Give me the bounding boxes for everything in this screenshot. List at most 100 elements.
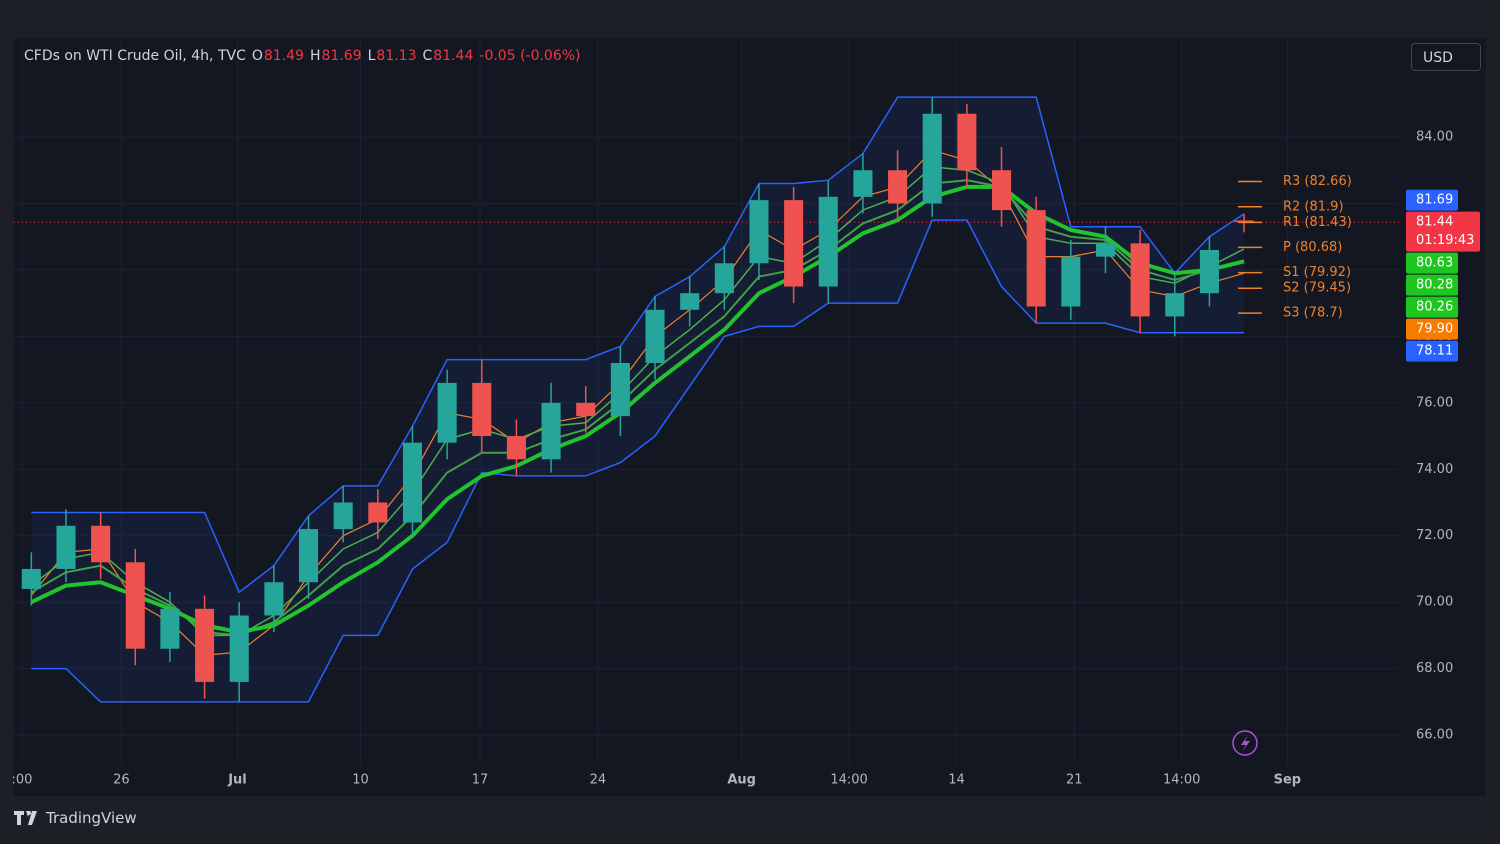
candle-body — [1026, 210, 1046, 307]
candle-body — [749, 200, 769, 264]
candle-body — [368, 502, 388, 523]
x-tick-label: 14 — [948, 773, 965, 788]
candle-body — [56, 525, 76, 569]
price-badge-label: 79.90 — [1416, 322, 1453, 337]
pivot-label: R3 (82.66) — [1283, 174, 1352, 189]
ohlc-value: 81.69 — [321, 48, 362, 64]
candle-body — [1130, 243, 1150, 317]
candle-body — [541, 402, 561, 460]
price-badge — [1406, 274, 1458, 296]
candle-body — [333, 502, 353, 530]
y-tick-label: 66.00 — [1416, 728, 1453, 743]
ohlc-value: 81.44 — [433, 48, 474, 64]
pivot-label: S1 (79.92) — [1283, 265, 1351, 280]
ohlc-high: H 81.69 — [310, 48, 362, 64]
price-badge-label: 80.26 — [1416, 300, 1453, 315]
branding[interactable]: TradingView — [14, 809, 137, 827]
countdown-label: 01:19:43 — [1416, 233, 1474, 248]
x-tick-label: :00 — [12, 773, 33, 788]
candle-body — [576, 402, 596, 417]
candle-body — [229, 615, 249, 682]
candle-body — [264, 582, 284, 616]
ohlc-close: C 81.44 — [423, 48, 474, 64]
pivot-label: S2 (79.45) — [1283, 281, 1351, 296]
x-tick-label: 14:00 — [830, 773, 867, 788]
price-badge — [1406, 211, 1480, 252]
y-tick-label: 84.00 — [1416, 130, 1453, 145]
candle-body — [91, 525, 111, 563]
candle-body — [714, 263, 734, 294]
ohlc-value: 81.13 — [376, 48, 417, 64]
alert-icon[interactable] — [1232, 730, 1258, 756]
pivot-label: S3 (78.7) — [1283, 306, 1343, 321]
candle-body — [298, 529, 319, 583]
price-badge-label: 81.69 — [1416, 193, 1453, 208]
price-badge — [1406, 318, 1458, 340]
x-tick-label: 17 — [472, 773, 489, 788]
x-tick-label: 26 — [113, 773, 130, 788]
candle-body — [1234, 220, 1254, 223]
currency-button[interactable]: USD — [1411, 43, 1481, 71]
candle-body — [957, 113, 977, 171]
x-tick-label: 10 — [352, 773, 369, 788]
candle-body — [922, 113, 942, 204]
ohlc-letter: H — [309, 48, 321, 64]
channel-lower — [31, 219, 1245, 703]
price-badge — [1406, 189, 1458, 211]
price-badge — [1406, 252, 1458, 274]
ohlc-low: L 81.13 — [368, 48, 417, 64]
ohlc-letter: L — [367, 48, 376, 64]
candle-body — [991, 170, 1012, 211]
price-badge — [1406, 296, 1458, 318]
candle-body — [1061, 256, 1081, 307]
ohlc-letter: O — [251, 48, 263, 64]
price-badge — [1406, 340, 1458, 362]
candle-body — [610, 362, 630, 417]
candle-body — [853, 170, 873, 197]
candle-body — [888, 170, 908, 204]
candle-body — [472, 382, 492, 437]
tv-logo — [14, 811, 37, 825]
candle-body — [680, 293, 700, 310]
y-tick-label: 76.00 — [1416, 395, 1453, 410]
x-tick-label: 14:00 — [1163, 773, 1200, 788]
ohlc-open: O 81.49 — [252, 48, 304, 64]
y-tick-label: 70.00 — [1416, 595, 1453, 610]
x-tick-label: 21 — [1066, 773, 1083, 788]
channel-upper — [31, 96, 1245, 594]
price-badge-label: 80.28 — [1416, 278, 1453, 293]
candle-body — [125, 562, 145, 649]
pivot-label: P (80.68) — [1283, 240, 1342, 255]
candle-body — [160, 608, 180, 649]
price-badge-label: 81.44 — [1416, 215, 1453, 230]
candle-body — [1199, 249, 1219, 294]
candle-body — [402, 442, 423, 523]
ohlc-letter: C — [422, 48, 433, 64]
y-tick-label: 74.00 — [1416, 462, 1453, 477]
alert-circle — [1232, 730, 1258, 756]
y-tick-label: 68.00 — [1416, 661, 1453, 676]
candle-body — [818, 196, 838, 287]
candle-body — [506, 436, 526, 460]
price-change: -0.05 (-0.06%) — [479, 48, 581, 64]
symbol-title[interactable]: CFDs on WTI Crude Oil, 4h, TVC — [24, 48, 246, 64]
x-tick-label: Aug — [727, 773, 756, 788]
candle-body — [195, 608, 215, 682]
price-badge-label: 80.63 — [1416, 256, 1453, 271]
candle-body — [437, 382, 457, 443]
candle-body — [645, 309, 665, 363]
candle-body — [1095, 243, 1116, 257]
x-tick-label: 24 — [590, 773, 607, 788]
ohlc-value: 81.49 — [263, 48, 304, 64]
y-tick-label: 72.00 — [1416, 528, 1453, 543]
x-tick-label: Jul — [227, 773, 247, 788]
pivot-label: R2 (81.9) — [1283, 199, 1344, 214]
price-badge-label: 78.11 — [1416, 344, 1453, 359]
x-tick-label: Sep — [1274, 773, 1302, 788]
pivot-label: R1 (81.43) — [1283, 215, 1352, 230]
candle-body — [1165, 293, 1185, 317]
candle-body — [784, 200, 804, 287]
alert-bolt — [1241, 735, 1250, 752]
